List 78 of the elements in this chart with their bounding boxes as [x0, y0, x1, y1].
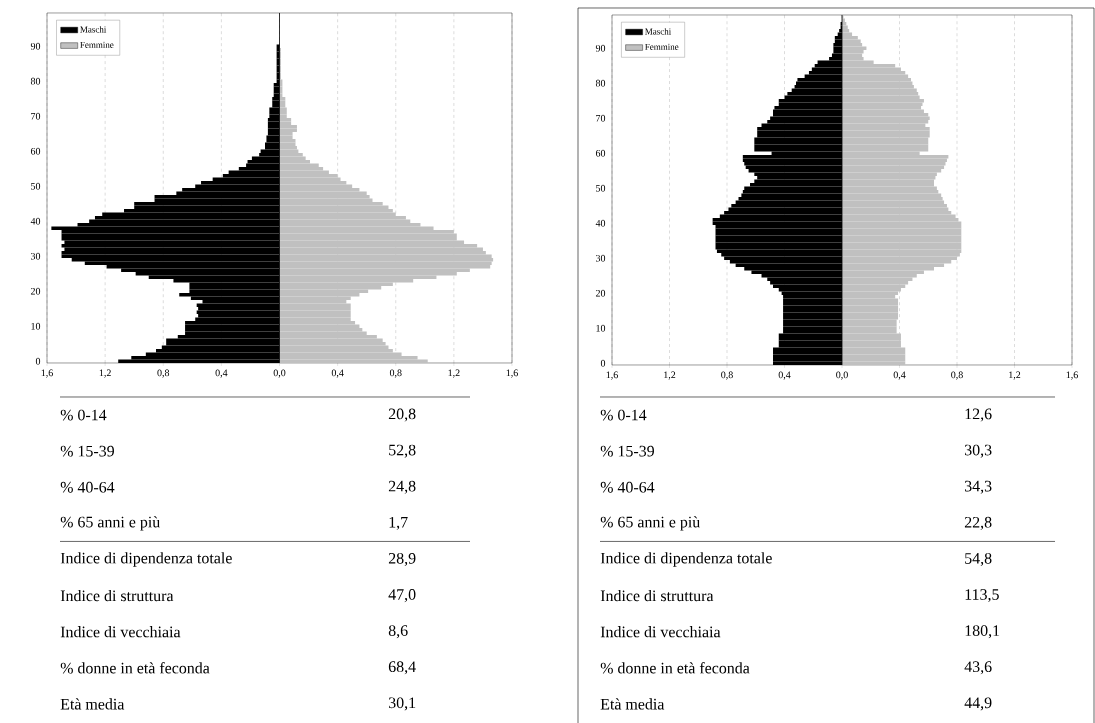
text: 8,6 — [388, 625, 408, 639]
x-tick-label: 0,0 — [273, 369, 286, 378]
x-tick-label: 1,6 — [41, 369, 53, 378]
y-tick-label: 90 — [30, 42, 41, 50]
text: 28,9 — [388, 552, 416, 567]
y-tick-label: 20 — [30, 287, 41, 295]
category-label: % donne in età feconda — [60, 662, 210, 674]
x-tick-label: 1,2 — [1009, 371, 1021, 380]
x-tick-label: 0,8 — [951, 371, 963, 380]
y-tick-label: 10 — [596, 324, 606, 332]
legend-label: Femmine — [80, 41, 114, 48]
category-label: % 15-39 — [60, 445, 114, 457]
x-tick-label: 0,0 — [836, 371, 848, 380]
text: 68,4 — [388, 661, 416, 675]
x-tick-label: 0,4 — [778, 371, 791, 380]
text: 20,8 — [388, 408, 416, 422]
y-tick-label: 30 — [596, 254, 606, 262]
category-label: % 0-14 — [60, 409, 107, 421]
y-tick-label: 70 — [31, 112, 41, 120]
text: 52,8 — [389, 444, 416, 458]
text: 30,3 — [964, 444, 992, 458]
legend-label: Maschi — [80, 26, 107, 33]
category-label: Età media — [600, 698, 665, 710]
y-tick-label: 40 — [30, 217, 41, 225]
y-tick-label: 0 — [35, 357, 41, 365]
x-tick-label: 0,8 — [721, 371, 733, 380]
category-label: % 40-64 — [60, 481, 115, 493]
y-tick-label: 40 — [595, 219, 606, 227]
category-label: Età media — [60, 698, 125, 710]
text: 12,6 — [965, 408, 992, 422]
x-tick-label: 0,8 — [389, 369, 402, 378]
text: 47,0 — [388, 589, 416, 603]
category-label: % 40-64 — [600, 481, 655, 493]
text: 1,7 — [389, 516, 408, 530]
text: 54,8 — [965, 552, 992, 567]
category-label: % 65 anni e più — [60, 516, 160, 531]
text: 22,8 — [964, 516, 992, 530]
category-label: Indice di dipendenza totale — [600, 552, 772, 567]
y-tick-label: 20 — [595, 289, 606, 297]
x-tick-label: 1,6 — [606, 371, 618, 380]
x-tick-label: 1,6 — [1066, 371, 1078, 380]
category-label: Indice di vecchiaia — [600, 626, 721, 638]
text: 180,1 — [965, 625, 1000, 639]
text: 34,3 — [964, 480, 992, 494]
y-tick-label: 50 — [596, 184, 606, 192]
legend-label: Femmine — [645, 43, 679, 50]
y-tick-label: 80 — [30, 77, 41, 85]
x-tick-label: 0,4 — [215, 369, 228, 378]
x-tick-label: 1,2 — [99, 369, 111, 378]
y-tick-label: 50 — [31, 182, 41, 190]
category-label: % 15-39 — [600, 445, 654, 457]
y-tick-label: 80 — [595, 79, 606, 87]
y-tick-label: 60 — [595, 149, 606, 157]
y-tick-label: 10 — [31, 322, 41, 330]
y-tick-label: 60 — [30, 147, 41, 155]
category-label: Indice di struttura — [600, 589, 714, 602]
x-tick-label: 1,6 — [506, 369, 518, 378]
x-tick-label: 1,2 — [448, 369, 460, 378]
x-tick-label: 0,4 — [893, 371, 906, 380]
x-tick-label: 0,8 — [157, 369, 170, 378]
text: 24,8 — [388, 480, 416, 494]
category-label: Indice di vecchiaia — [60, 626, 181, 638]
text: 30,1 — [388, 697, 416, 711]
y-tick-label: 90 — [595, 44, 606, 52]
y-tick-label: 70 — [596, 114, 606, 122]
y-tick-label: 30 — [31, 252, 41, 260]
category-label: % 0-14 — [600, 409, 647, 421]
legend-label: Maschi — [645, 28, 672, 35]
category-label: % donne in età feconda — [600, 662, 750, 674]
text: 43,6 — [964, 661, 992, 675]
text: 113,5 — [965, 589, 999, 603]
x-tick-label: 0,4 — [331, 369, 344, 378]
category-label: % 65 anni e più — [600, 516, 700, 531]
text: 44,9 — [964, 697, 992, 711]
category-label: Indice di struttura — [60, 589, 174, 602]
y-tick-label: 0 — [600, 359, 606, 367]
category-label: Indice di dipendenza totale — [60, 552, 232, 567]
x-tick-label: 1,2 — [664, 371, 676, 380]
